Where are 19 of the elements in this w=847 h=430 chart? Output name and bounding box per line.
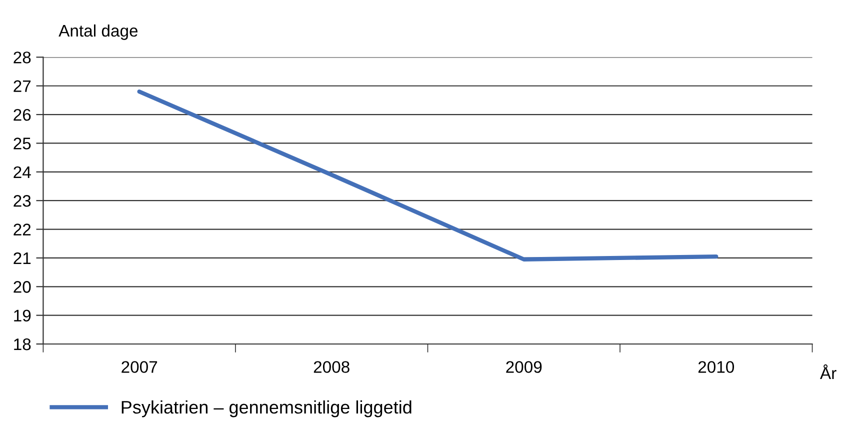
x-tick-label: 2008	[314, 361, 350, 373]
y-tick-label: 27	[14, 80, 31, 92]
x-tick-label: 2010	[698, 361, 734, 373]
y-tick-label: 22	[14, 224, 31, 236]
legend-label: Psykiatrien – gennemsnitlige liggetid	[122, 400, 412, 418]
y-axis-title: Antal dage	[58, 24, 138, 40]
x-tick-label: 2007	[122, 361, 158, 373]
y-tick-label: 25	[14, 138, 31, 150]
y-tick-label: 24	[14, 166, 31, 178]
line-series	[137, 90, 718, 262]
x-axis-title: År	[820, 364, 836, 380]
y-tick-label: 20	[14, 281, 31, 293]
y-tick-label: 26	[14, 108, 31, 121]
y-tick-label: 21	[14, 252, 31, 264]
y-tick-label: 23	[14, 194, 31, 207]
y-tick-label: 28	[14, 52, 31, 64]
x-tick-label: 2009	[506, 361, 542, 373]
y-tick-label: 18	[14, 338, 31, 350]
y-tick-label: 19	[14, 310, 31, 322]
